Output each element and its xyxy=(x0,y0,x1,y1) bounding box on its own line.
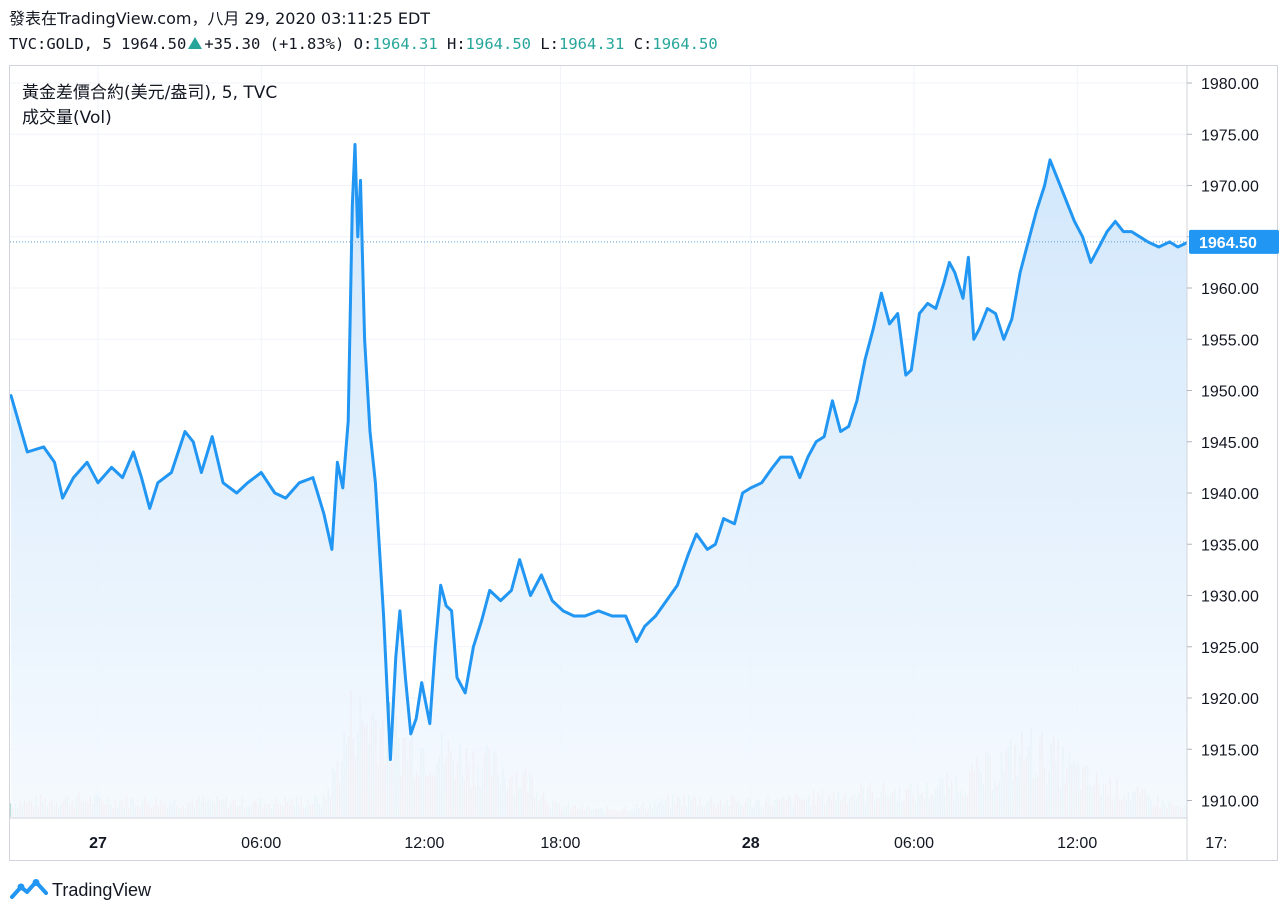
y-tick-label: 1925.00 xyxy=(1201,640,1259,657)
chart-legend: 黃金差價合約(美元/盎司), 5, TVC 成交量(Vol) xyxy=(22,81,277,131)
y-tick-label: 1970.00 xyxy=(1201,179,1259,196)
x-tick-label: 12:00 xyxy=(1057,835,1097,852)
open-value: 1964.31 xyxy=(372,35,438,53)
last-price-label: 1964.50 xyxy=(1199,235,1257,252)
x-tick-label: 06:00 xyxy=(894,835,934,852)
last-price-badge xyxy=(1189,229,1279,254)
x-tick-label: 17: xyxy=(1205,835,1227,852)
y-tick-label: 1910.00 xyxy=(1201,794,1259,811)
y-tick-label: 1980.00 xyxy=(1201,76,1259,93)
last-price-label-group: 1964.50 xyxy=(10,229,1279,254)
volume-title: 成交量(Vol) xyxy=(22,108,112,128)
price-area xyxy=(10,143,1187,818)
publish-line: 發表在TradingView.com，八月 29, 2020 03:11:25 … xyxy=(9,9,431,28)
ohlc-line: TVC:GOLD, 5 1964.50 +35.30 (+1.83%) O:196… xyxy=(9,32,1279,56)
y-tick-label: 1945.00 xyxy=(1201,435,1259,452)
close-value: 1964.50 xyxy=(652,35,718,53)
y-tick-label: 1975.00 xyxy=(1201,127,1259,144)
tradingview-logo-icon xyxy=(10,879,48,899)
y-tick-label: 1940.00 xyxy=(1201,486,1259,503)
brand-name: TradingView xyxy=(52,879,152,900)
x-tick-label: 27 xyxy=(89,835,107,852)
y-tick-label: 1920.00 xyxy=(1201,691,1259,708)
symbol: TVC:GOLD, 5 xyxy=(9,35,112,53)
tradingview-logo[interactable]: TradingView xyxy=(10,878,151,902)
x-tick-label: 12:00 xyxy=(404,835,444,852)
chart-header: 發表在TradingView.com，八月 29, 2020 03:11:25 … xyxy=(9,6,1279,56)
low-value: 1964.31 xyxy=(559,35,625,53)
price-area-fill xyxy=(11,144,1187,818)
open-label: O: xyxy=(353,35,373,53)
x-tick-label: 06:00 xyxy=(241,835,281,852)
close-label: C: xyxy=(633,35,653,53)
low-label: L: xyxy=(540,35,560,53)
y-tick-label: 1960.00 xyxy=(1201,281,1259,298)
y-axis: 1980.001975.001970.001965.001960.001955.… xyxy=(1186,66,1259,861)
high-label: H: xyxy=(447,35,466,53)
chart-frame xyxy=(9,65,1278,861)
x-axis: 27 06:00 12:00 18:00 28 06:00 12:00 17: xyxy=(10,817,1227,852)
last-price: 1964.50 xyxy=(121,35,187,53)
y-tick-label: 1915.00 xyxy=(1201,742,1259,759)
x-tick-label: 28 xyxy=(742,835,760,852)
series-title: 黃金差價合約(美元/盎司), 5, TVC xyxy=(22,83,278,103)
price-line xyxy=(10,143,1187,761)
high-value: 1964.50 xyxy=(465,35,531,53)
y-tick-label: 1935.00 xyxy=(1201,537,1259,554)
y-tick-label: 1950.00 xyxy=(1201,384,1259,401)
x-tick-label: 18:00 xyxy=(540,835,580,852)
volume-bar xyxy=(10,803,12,817)
change: +35.30 (+1.83%) xyxy=(204,35,345,53)
y-tick-label: 1930.00 xyxy=(1201,589,1259,606)
up-arrow-icon xyxy=(188,37,203,49)
y-tick-label: 1955.00 xyxy=(1201,332,1259,349)
